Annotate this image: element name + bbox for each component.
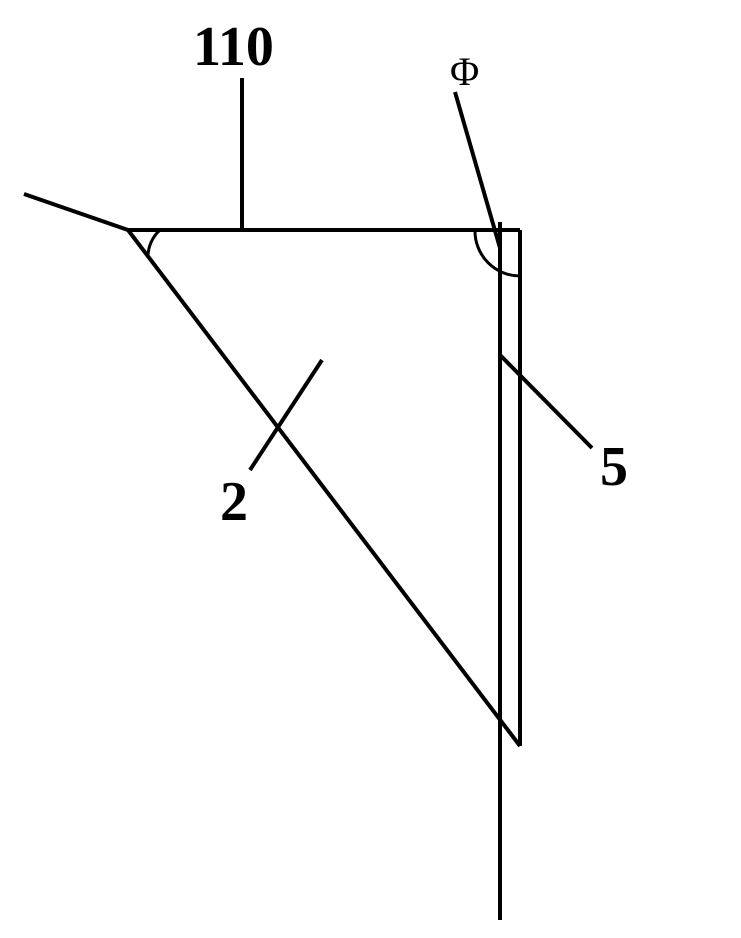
label-two: 2 (220, 471, 248, 533)
angle-arc-left_angle (148, 230, 160, 258)
line-extend_upper_left (24, 194, 128, 230)
geometry-diagram: 110 Φ 2 5 (0, 0, 741, 938)
line-hypotenuse (128, 230, 520, 746)
label-five: 5 (600, 436, 628, 498)
line-leader_phi (455, 92, 500, 248)
line-leader_5 (500, 355, 592, 448)
label-phi: Φ (450, 49, 479, 94)
label-top: 110 (193, 16, 274, 78)
line-leader_2 (250, 360, 322, 470)
